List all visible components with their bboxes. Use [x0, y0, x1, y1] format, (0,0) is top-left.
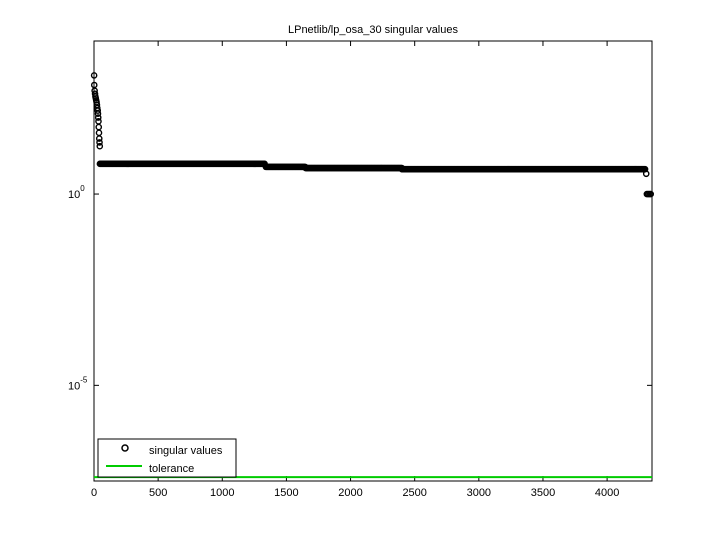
x-tick-label: 1000	[210, 487, 234, 499]
y-tick-label: 10-5	[68, 375, 88, 392]
x-tick-label: 500	[149, 487, 167, 499]
x-axis: 0 500 1000 1500 2000 2500 3000 3500 4000	[91, 41, 619, 499]
x-tick-label: 2000	[338, 487, 362, 499]
data-point	[96, 139, 103, 146]
y-axis: 100 10-5	[68, 184, 652, 392]
data-point	[96, 142, 104, 150]
chart-title: LPnetlib/lp_osa_30 singular values	[288, 24, 459, 36]
x-tick-label: 0	[91, 487, 97, 499]
legend-label-singular-values: singular values	[149, 445, 223, 457]
x-tick-label: 3500	[531, 487, 555, 499]
data-point	[94, 110, 102, 117]
legend-label-tolerance: tolerance	[149, 463, 194, 475]
plot-area	[93, 40, 653, 482]
y-tick-label: 100	[68, 184, 85, 201]
singular-values-series	[90, 72, 655, 198]
x-tick-label: 3000	[467, 487, 491, 499]
data-point	[90, 72, 98, 79]
x-tick-label: 4000	[595, 487, 619, 499]
data-point	[642, 170, 650, 178]
legend-marker-singular-values	[121, 444, 129, 452]
data-point	[94, 114, 102, 121]
legend-box	[97, 438, 237, 478]
x-tick-label: 1500	[274, 487, 298, 499]
data-point	[647, 190, 655, 198]
x-tick-label: 2500	[402, 487, 426, 499]
legend: singular values tolerance	[97, 438, 237, 478]
data-point	[95, 135, 103, 142]
data-point	[94, 107, 102, 114]
